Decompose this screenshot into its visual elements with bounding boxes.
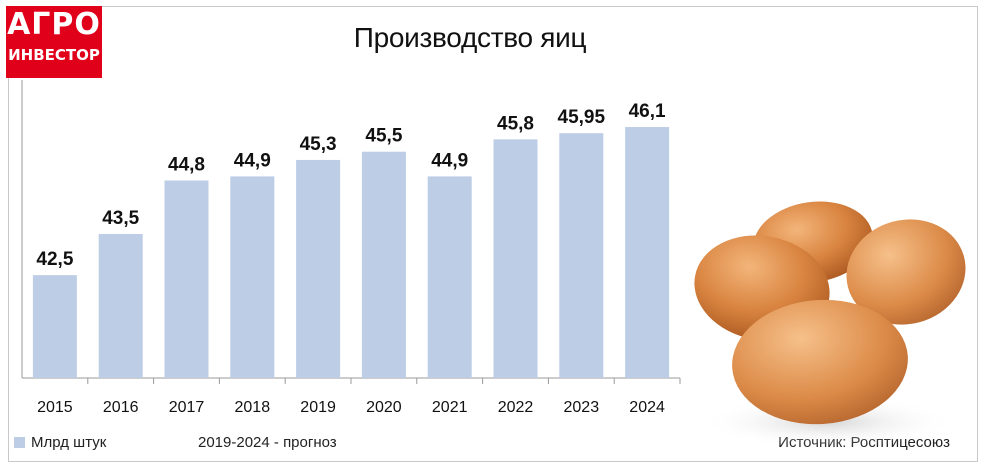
value-label-2019: 45,3 [300,134,337,155]
bar-2022 [493,139,538,378]
value-label-2017: 44,8 [168,155,205,176]
value-label-2020: 45,5 [365,126,402,147]
bar-2016 [98,234,143,378]
logo-line-2: ИНВЕСТОР [8,46,100,64]
eggs-illustration [694,201,966,448]
logo-line-1: АГРО [7,7,101,42]
bar-2015 [32,275,77,378]
value-label-2018: 44,9 [234,150,271,171]
chart-title: Производство яиц [353,22,587,53]
value-label-2021: 44,9 [431,150,468,171]
x-tick-label-2016: 2016 [103,399,139,416]
x-tick-label-2015: 2015 [37,399,73,416]
bar-2017 [164,180,209,378]
bar-2020 [361,151,406,378]
forecast-note: 2019-2024 - прогноз [198,434,337,451]
bar-2024 [625,127,670,379]
x-tick-label-2021: 2021 [432,399,468,416]
bar-2019 [296,159,341,378]
x-tick-label-2022: 2022 [498,399,534,416]
bar-2018 [230,176,275,378]
value-label-2022: 45,8 [497,113,534,134]
x-tick-label-2023: 2023 [564,399,600,416]
bar-2023 [559,133,604,378]
x-tick-label-2024: 2024 [629,399,665,416]
x-tick-label-2017: 2017 [169,399,205,416]
legend-swatch [14,437,25,448]
x-tick-label-2018: 2018 [235,399,271,416]
value-label-2016: 43,5 [102,208,139,229]
value-label-2024: 46,1 [629,101,666,122]
agroinvestor-logo: АГРО ИНВЕСТОР [6,6,102,78]
value-label-2023: 45,95 [558,107,606,128]
x-tick-label-2019: 2019 [300,399,336,416]
value-label-2015: 42,5 [36,249,73,270]
legend: Млрд штук [14,434,106,451]
x-tick-label-2020: 2020 [366,399,402,416]
bar-2021 [427,176,472,378]
legend-label: Млрд штук [31,434,107,451]
